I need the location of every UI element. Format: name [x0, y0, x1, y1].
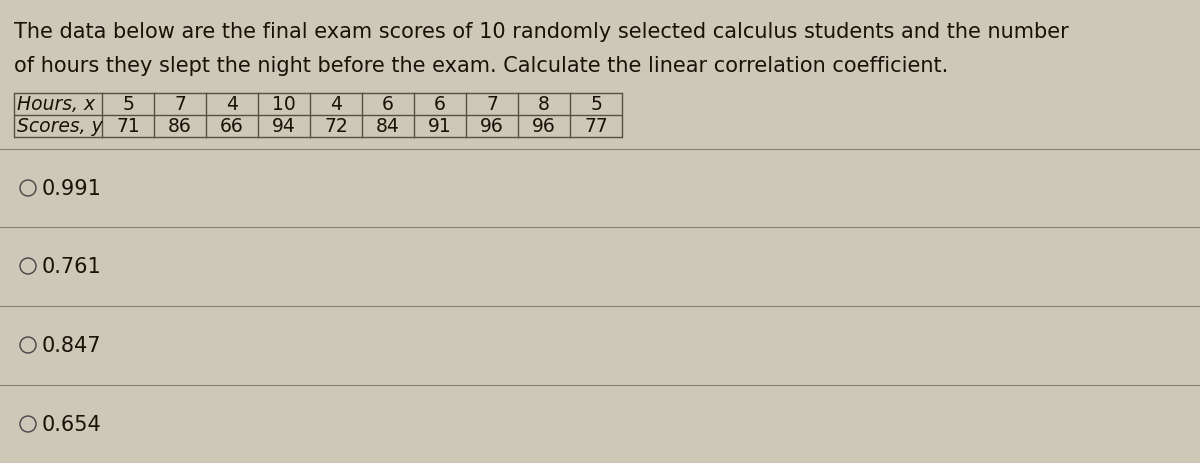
Text: 6: 6	[434, 95, 446, 114]
Text: 91: 91	[428, 117, 452, 136]
Text: 0.847: 0.847	[42, 335, 102, 355]
Text: 6: 6	[382, 95, 394, 114]
Text: 7: 7	[486, 95, 498, 114]
Text: The data below are the final exam scores of 10 randomly selected calculus studen: The data below are the final exam scores…	[14, 22, 1069, 42]
Text: 4: 4	[330, 95, 342, 114]
Text: 10: 10	[272, 95, 296, 114]
Text: 0.654: 0.654	[42, 414, 102, 434]
Text: 86: 86	[168, 117, 192, 136]
Text: 77: 77	[584, 117, 608, 136]
Text: 0.991: 0.991	[42, 179, 102, 199]
Text: 94: 94	[272, 117, 296, 136]
Text: Scores, y: Scores, y	[17, 117, 103, 136]
Text: 5: 5	[590, 95, 602, 114]
Text: of hours they slept the night before the exam. Calculate the linear correlation : of hours they slept the night before the…	[14, 56, 948, 76]
Text: 7: 7	[174, 95, 186, 114]
Text: 8: 8	[538, 95, 550, 114]
Text: 71: 71	[116, 117, 140, 136]
Text: Hours, x: Hours, x	[17, 95, 95, 114]
Text: 4: 4	[226, 95, 238, 114]
Text: 72: 72	[324, 117, 348, 136]
Text: 66: 66	[220, 117, 244, 136]
Text: 84: 84	[376, 117, 400, 136]
Text: 96: 96	[532, 117, 556, 136]
Text: 5: 5	[122, 95, 134, 114]
Text: 0.761: 0.761	[42, 257, 102, 276]
Text: 96: 96	[480, 117, 504, 136]
